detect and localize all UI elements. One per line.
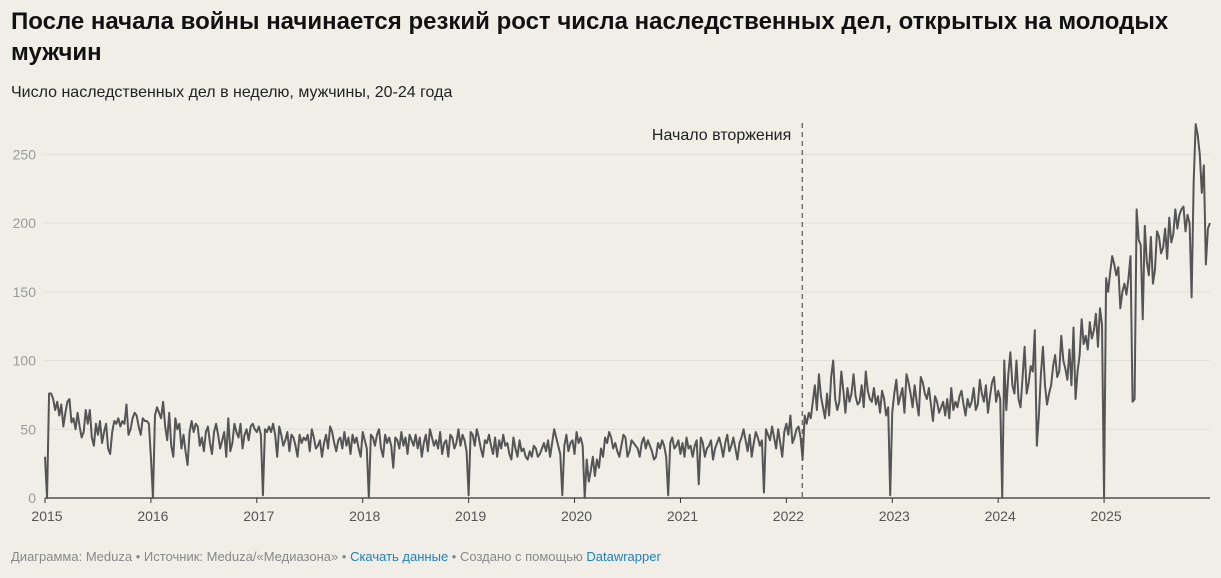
y-tick-label: 100	[13, 353, 37, 369]
chart-subtitle: Число наследственных дел в неделю, мужчи…	[11, 84, 453, 101]
x-tick-label: 2020	[561, 508, 592, 524]
footer-bullet: •	[135, 549, 141, 564]
x-tick-label: 2015	[31, 508, 62, 524]
series-line	[44, 123, 1211, 499]
line-chart: 0 50 100 150 200 250 2015 2016 2017 2018 2019 2020…	[13, 123, 1211, 524]
chart-title: После начала войны начинается резкий рос…	[11, 8, 1169, 66]
datawrapper-link[interactable]: Datawrapper	[586, 549, 661, 564]
footer: Диаграмма: Meduza • Источник: Meduza/«Ме…	[11, 549, 661, 564]
gridlines	[45, 153, 1210, 430]
x-tick-label: 2017	[243, 508, 274, 524]
y-tick-label: 150	[13, 284, 37, 300]
footer-bullet: •	[341, 549, 347, 564]
annotation-invasion: Начало вторжения	[652, 123, 803, 498]
series-layer	[44, 123, 1211, 499]
footer-created-with: Создано с помощью	[459, 549, 583, 564]
y-tick-label: 250	[13, 146, 37, 162]
y-tick-label: 0	[28, 490, 36, 506]
footer-bullet: •	[451, 549, 457, 564]
footer-source: Источник: Meduza/«Медиазона»	[143, 549, 339, 564]
y-tick-label: 50	[20, 421, 36, 437]
x-axis: 2015 2016 2017 2018 2019 2020 2021 2022 2023 2024…	[31, 497, 1210, 524]
x-tick-label: 2016	[137, 508, 168, 524]
x-tick-label: 2024	[985, 508, 1016, 524]
x-tick-label: 2021	[667, 508, 698, 524]
footer-chart-by: Диаграмма: Meduza	[11, 549, 133, 564]
x-tick-label: 2022	[773, 508, 804, 524]
x-tick-label: 2025	[1091, 508, 1122, 524]
download-data-link[interactable]: Скачать данные	[350, 549, 449, 564]
invasion-label: Начало вторжения	[652, 127, 791, 144]
x-tick-label: 2019	[455, 508, 486, 524]
x-tick-label: 2023	[879, 508, 910, 524]
x-tick-label: 2018	[349, 508, 380, 524]
y-tick-label: 200	[13, 215, 37, 231]
y-axis-labels: 0 50 100 150 200 250	[13, 146, 37, 506]
